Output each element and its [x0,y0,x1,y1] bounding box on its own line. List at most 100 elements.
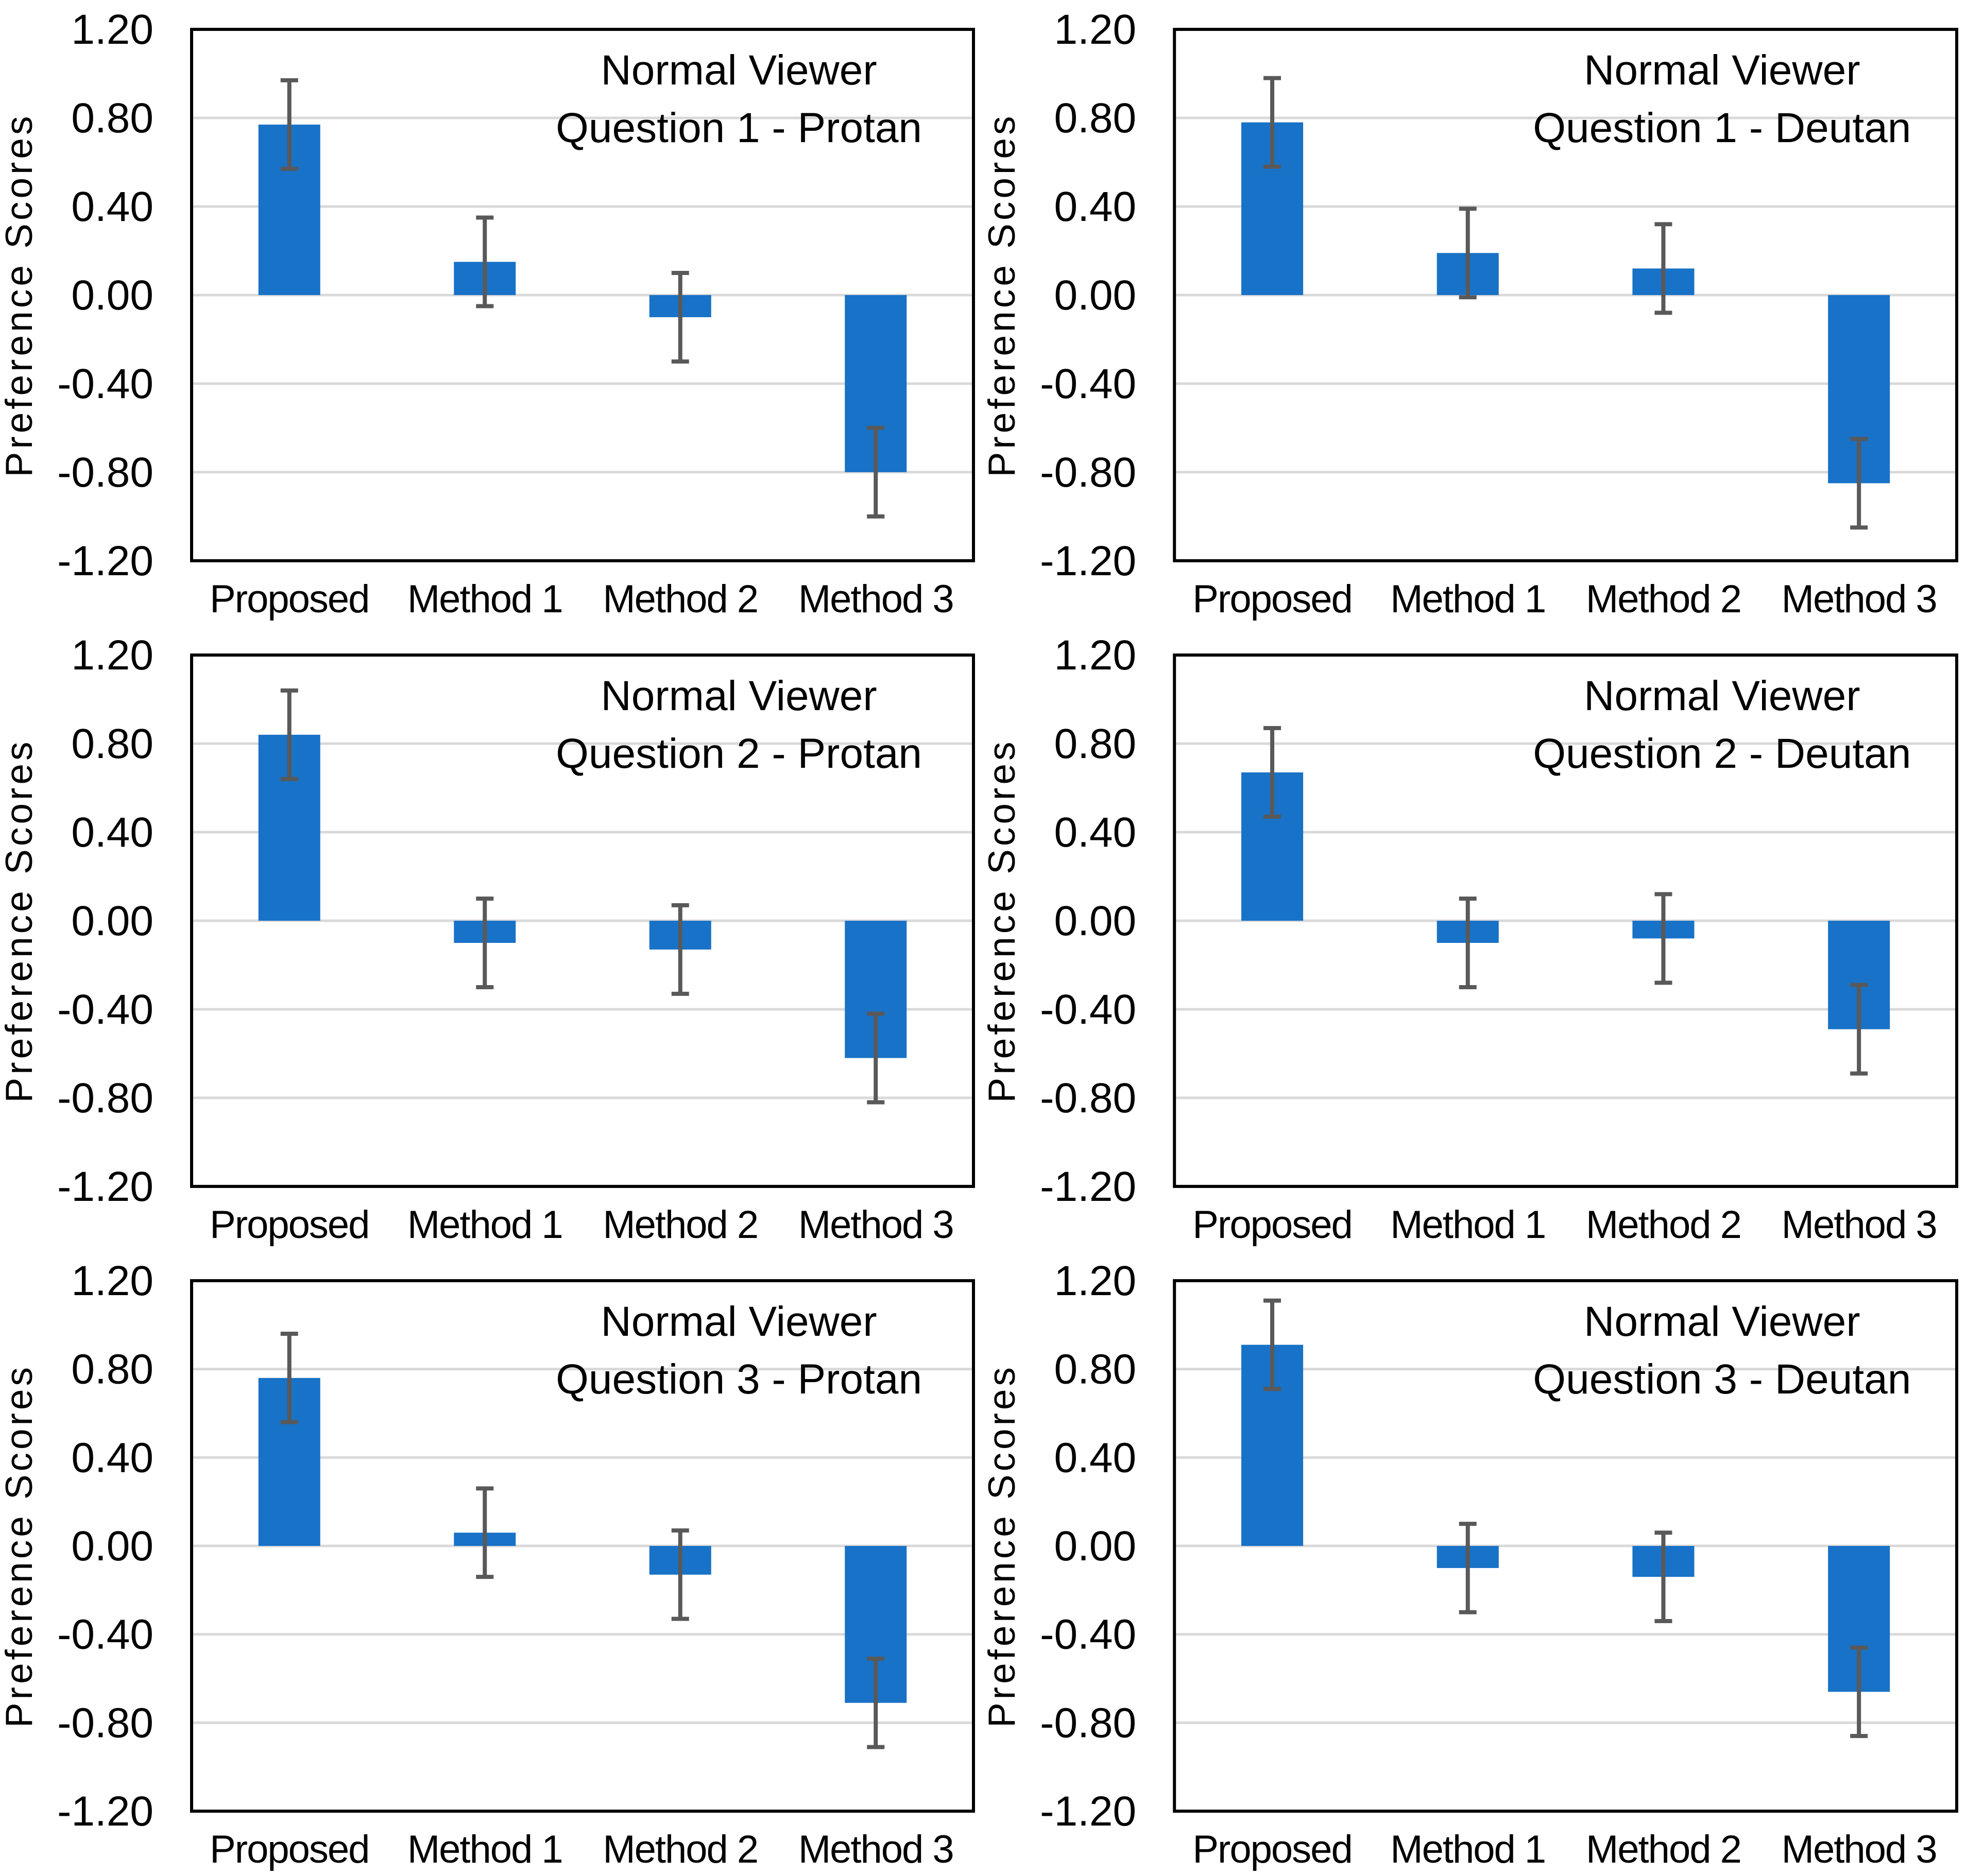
ytick-label: -0.80 [1040,1699,1136,1746]
x-category-label: Method 2 [603,1828,758,1871]
x-category-label: Method 1 [407,1203,562,1247]
ytick-label: 0.00 [71,272,153,319]
chart-title-line-2: Question 1 - Deutan [1533,105,1911,151]
y-axis-title: Preference Scores [983,738,1023,1103]
ytick-label: 0.80 [1054,95,1136,142]
bar-chart-canvas: 1.20 0.80 0.40 0.00 -0.40 -0.80 -1.20 Proposed M… [0,1258,975,1871]
x-category-label: Method 3 [1782,1203,1937,1247]
ytick-label: -0.80 [57,449,153,496]
ytick-label: 1.20 [1054,6,1136,53]
ytick-label: -0.80 [1040,1075,1136,1122]
x-category-label: Proposed [1192,577,1352,621]
ytick-label: -0.80 [57,1699,153,1746]
ytick-label: -0.40 [57,360,153,407]
ytick-label: -1.20 [57,1788,153,1835]
ytick-label: -1.20 [1040,1163,1136,1210]
x-category-label: Method 3 [798,1203,953,1247]
x-category-label: Proposed [1192,1828,1352,1871]
chart-title-line-2: Question 2 - Deutan [1533,730,1911,777]
ytick-label: -1.20 [57,1163,153,1210]
x-category-label: Method 2 [1586,1828,1741,1871]
ytick-label: 0.40 [1054,183,1136,230]
ytick-label: 1.20 [71,632,153,679]
ytick-label: -0.40 [1040,986,1136,1033]
plot-border [190,1279,975,1813]
y-axis-title: Preference Scores [0,1364,40,1728]
bar-chart-canvas: 1.20 0.80 0.40 0.00 -0.40 -0.80 -1.20 Proposed M… [0,6,975,621]
chart-title-line-1: Normal Viewer [1584,673,1860,719]
chart-title-line-1: Normal Viewer [1584,1298,1860,1345]
y-axis-title: Preference Scores [983,1364,1023,1728]
ytick-label: -1.20 [1040,538,1136,584]
ytick-label: -0.80 [57,1075,153,1122]
ytick-label: 1.20 [1054,1258,1137,1304]
x-category-label: Method 3 [1782,1828,1937,1871]
x-category-label: Method 1 [407,1828,562,1871]
x-category-label: Proposed [1192,1203,1352,1247]
ytick-label: 0.40 [71,809,153,856]
x-category-label: Proposed [210,577,369,621]
chart-title-line-2: Question 2 - Protan [556,730,922,777]
ytick-label: 0.40 [1054,1434,1137,1481]
ytick-label: -1.20 [57,538,153,584]
chart-question-1-protan: 1.20 0.80 0.40 0.00 -0.40 -0.80 -1.20 Proposed M… [0,0,983,626]
x-category-label: Method 2 [1586,1203,1741,1247]
x-category-label: Proposed [210,1828,369,1871]
plot-border [190,653,975,1188]
x-category-label: Method 3 [798,577,953,621]
chart-title-line-1: Normal Viewer [601,1298,877,1345]
y-axis-title: Preference Scores [983,113,1023,477]
ytick-label: 0.80 [71,1346,153,1393]
ytick-label: 0.00 [1054,1523,1137,1570]
x-category-label: Method 1 [1390,577,1545,621]
x-category-label: Method 1 [1390,1828,1545,1871]
plot-border [190,28,975,562]
bar-chart-canvas: 1.20 0.80 0.40 0.00 -0.40 -0.80 -1.20 Proposed M… [0,632,975,1247]
bar-chart-canvas: 1.20 0.80 0.40 0.00 -0.40 -0.80 -1.20 Proposed M… [983,1258,1958,1871]
x-category-label: Method 1 [407,577,562,621]
x-category-label: Method 3 [798,1828,953,1871]
chart-question-3-deutan: 1.20 0.80 0.40 0.00 -0.40 -0.80 -1.20 Proposed M… [983,1251,1966,1876]
chart-title-line-2: Question 3 - Deutan [1533,1356,1911,1403]
ytick-label: -1.20 [1040,1788,1136,1835]
bar-chart-canvas: 1.20 0.80 0.40 0.00 -0.40 -0.80 -1.20 Proposed M… [983,6,1958,621]
ytick-label: 0.00 [71,898,153,944]
chart-title-line-1: Normal Viewer [601,673,877,719]
ytick-label: 0.80 [71,95,153,142]
ytick-label: -0.80 [1040,449,1136,496]
chart-question-1-deutan: 1.20 0.80 0.40 0.00 -0.40 -0.80 -1.20 Proposed M… [983,0,1966,626]
chart-question-3-protan: 1.20 0.80 0.40 0.00 -0.40 -0.80 -1.20 Proposed M… [0,1251,983,1876]
y-axis-title: Preference Scores [0,113,40,477]
ytick-label: -0.40 [57,1611,153,1658]
x-category-label: Method 1 [1390,1203,1545,1247]
ytick-label: 0.00 [1054,898,1136,944]
ytick-label: 0.80 [1054,720,1136,767]
bar-chart-canvas: 1.20 0.80 0.40 0.00 -0.40 -0.80 -1.20 Proposed M… [983,632,1958,1247]
ytick-label: -0.40 [57,986,153,1033]
chart-title-line-1: Normal Viewer [1584,47,1860,94]
x-category-label: Method 2 [1586,577,1741,621]
x-category-label: Proposed [210,1203,369,1247]
ytick-label: 1.20 [71,1258,153,1304]
ytick-label: 1.20 [1054,632,1136,679]
chart-title-line-1: Normal Viewer [601,47,877,94]
plot-border [1173,653,1958,1188]
x-category-label: Method 2 [603,1203,758,1247]
chart-title-line-2: Question 3 - Protan [556,1356,922,1403]
ytick-label: 0.40 [1054,809,1136,856]
chart-question-2-protan: 1.20 0.80 0.40 0.00 -0.40 -0.80 -1.20 Proposed M… [0,626,983,1251]
y-axis-title: Preference Scores [0,738,40,1103]
ytick-label: -0.40 [1040,1611,1136,1658]
plot-border [1173,28,1958,562]
plot-border [1173,1279,1958,1813]
ytick-label: 0.80 [1054,1346,1137,1393]
x-category-label: Method 2 [603,577,758,621]
x-category-label: Method 3 [1782,577,1937,621]
chart-title-line-2: Question 1 - Protan [556,105,922,151]
ytick-label: 0.40 [71,183,153,230]
ytick-label: 0.80 [71,720,153,767]
ytick-label: 1.20 [71,6,153,53]
ytick-label: 0.00 [1054,272,1136,319]
ytick-label: 0.40 [71,1434,153,1481]
